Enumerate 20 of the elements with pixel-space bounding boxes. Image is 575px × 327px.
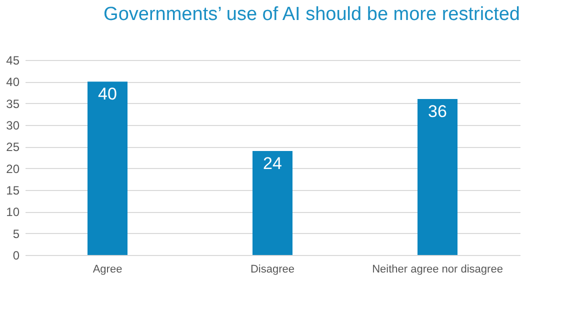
y-tick-label: 10 (6, 205, 20, 220)
data-label: 24 (263, 154, 282, 173)
x-tick-label: Agree (92, 264, 122, 276)
y-tick-label: 20 (6, 162, 20, 176)
x-tick-label: Disagree (250, 264, 295, 276)
chart-title: Governments’ use of AI should be more restricted (104, 4, 520, 25)
y-tick-label: 40 (6, 75, 20, 90)
y-tick-label: 0 (12, 248, 20, 262)
y-tick-label: 15 (6, 184, 20, 198)
bar (252, 151, 292, 255)
y-tick-label: 35 (6, 96, 20, 111)
y-tick-label: 30 (6, 118, 20, 132)
data-label: 36 (428, 102, 447, 121)
y-tick-label: 25 (6, 140, 20, 154)
x-tick-label: Neither agree nor disagree (372, 264, 503, 276)
data-label: 40 (98, 84, 117, 104)
bar (88, 82, 128, 255)
bar (418, 99, 458, 255)
y-tick-label: 5 (12, 226, 20, 241)
y-tick-label: 45 (6, 54, 20, 68)
